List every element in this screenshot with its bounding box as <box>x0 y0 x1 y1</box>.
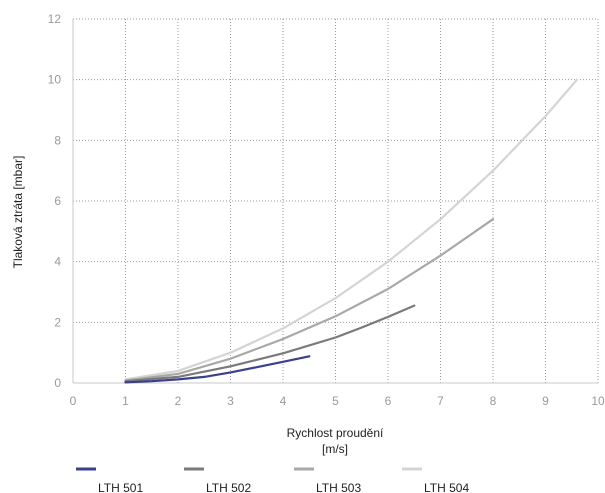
y-tick-label: 4 <box>54 255 61 269</box>
x-tick-label: 9 <box>542 394 549 408</box>
grid <box>73 18 599 383</box>
x-axis-title: Rychlost proudění <box>287 426 384 440</box>
x-tick-label: 7 <box>437 394 444 408</box>
y-tick-label: 0 <box>54 376 61 390</box>
x-tick-label: 8 <box>490 394 497 408</box>
legend-label: LTH 504 <box>424 481 469 493</box>
series-line-lth-504 <box>124 78 579 381</box>
y-tick-labels: 0 2 4 6 8 10 12 <box>48 12 62 390</box>
series-line-lth-502 <box>124 304 416 383</box>
x-tick-label: 1 <box>122 394 129 408</box>
y-tick-label: 12 <box>48 12 62 26</box>
x-tick-label: 10 <box>591 394 605 408</box>
x-tick-label: 0 <box>70 394 77 408</box>
series-line-lth-501 <box>124 355 311 384</box>
legend-label: LTH 503 <box>316 481 361 493</box>
x-tick-label: 5 <box>332 394 339 408</box>
y-tick-label: 2 <box>54 315 61 329</box>
y-tick-label: 10 <box>48 73 62 87</box>
y-axis-title: Tlaková ztráta [mbar] <box>11 156 25 269</box>
axes <box>72 19 598 384</box>
x-tick-labels: 0 1 2 3 4 5 6 7 8 9 10 <box>70 394 605 408</box>
series-line-lth-503 <box>124 218 495 382</box>
x-axis-unit: [m/s] <box>322 442 348 456</box>
y-tick-label: 8 <box>54 133 61 147</box>
y-tick-label: 6 <box>54 194 61 208</box>
x-tick-label: 6 <box>385 394 392 408</box>
x-tick-label: 4 <box>280 394 287 408</box>
legend-label: LTH 501 <box>98 481 143 493</box>
series-group <box>124 78 579 384</box>
legend: LTH 501 LTH 502 LTH 503 LTH 504 <box>76 467 469 493</box>
x-tick-label: 3 <box>227 394 234 408</box>
legend-label: LTH 502 <box>206 481 251 493</box>
x-tick-label: 2 <box>175 394 182 408</box>
